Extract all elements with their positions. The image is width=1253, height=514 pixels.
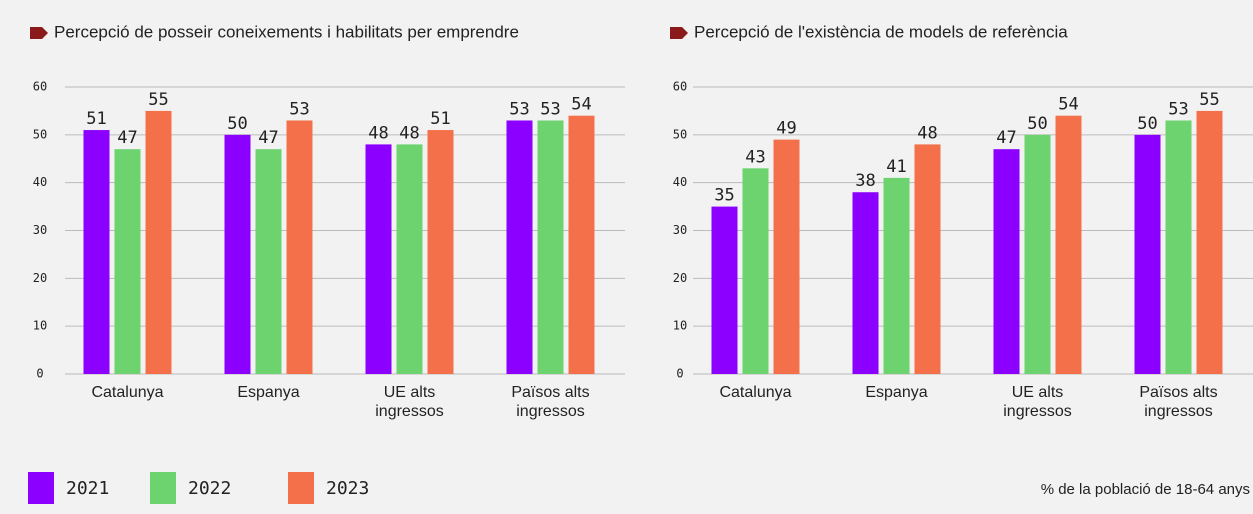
- chart-title: Percepció de l'existència de models de r…: [694, 22, 1068, 41]
- value-label: 54: [571, 95, 591, 115]
- y-tick-label: 10: [673, 319, 687, 333]
- value-label: 55: [148, 90, 168, 110]
- value-label: 51: [430, 109, 450, 129]
- value-label: 47: [117, 128, 137, 148]
- bar: [396, 144, 423, 374]
- legend-label: 2023: [326, 478, 369, 499]
- value-label: 38: [855, 171, 875, 191]
- y-tick-label: 60: [673, 80, 687, 94]
- x-tick-label: Països alts ingressos: [1139, 384, 1218, 420]
- legend-label: 2022: [188, 478, 231, 499]
- bar: [145, 110, 172, 375]
- bar: [1165, 120, 1192, 374]
- legend-swatch: [288, 472, 314, 504]
- legend-swatch: [150, 472, 176, 504]
- bar: [427, 130, 454, 374]
- value-label: 53: [509, 99, 529, 119]
- value-label: 48: [368, 123, 388, 143]
- value-label: 49: [776, 119, 796, 139]
- y-tick-label: 10: [33, 319, 47, 333]
- x-tick-label: UE alts ingressos: [1003, 384, 1072, 420]
- y-tick-label: 30: [33, 223, 47, 237]
- value-label: 54: [1058, 95, 1078, 115]
- legend-label: 2021: [66, 478, 109, 499]
- bar: [114, 149, 141, 374]
- bar: [742, 168, 769, 374]
- y-tick-label: 50: [673, 127, 687, 141]
- value-label: 50: [1137, 114, 1157, 134]
- value-label: 53: [1168, 99, 1188, 119]
- value-label: 47: [996, 128, 1016, 148]
- y-tick-label: 40: [673, 175, 687, 189]
- footnote: % de la població de 18-64 anys: [1041, 481, 1250, 498]
- bar: [83, 130, 110, 374]
- value-label: 50: [227, 114, 247, 134]
- y-tick-label: 40: [33, 175, 47, 189]
- value-label: 47: [258, 128, 278, 148]
- y-tick-label: 0: [676, 367, 683, 381]
- bar: [224, 134, 251, 374]
- bar: [365, 144, 392, 374]
- x-tick-label: Catalunya: [719, 384, 792, 401]
- bar: [852, 192, 879, 374]
- y-tick-label: 50: [33, 127, 47, 141]
- bar: [1134, 134, 1161, 374]
- bar: [883, 177, 910, 374]
- bar: [914, 144, 941, 374]
- value-label: 35: [714, 186, 734, 206]
- value-label: 41: [886, 157, 906, 177]
- bar: [1196, 110, 1223, 375]
- bar: [537, 120, 564, 374]
- value-label: 50: [1027, 114, 1047, 134]
- value-label: 43: [745, 147, 765, 167]
- bar: [1024, 134, 1051, 374]
- value-label: 48: [399, 123, 419, 143]
- y-tick-label: 60: [33, 80, 47, 94]
- x-tick-label: UE alts ingressos: [375, 384, 444, 420]
- bar: [568, 115, 595, 374]
- value-label: 55: [1199, 90, 1219, 110]
- x-tick-label: Espanya: [237, 384, 300, 401]
- value-label: 53: [540, 99, 560, 119]
- x-tick-label: Països alts ingressos: [511, 384, 590, 420]
- value-label: 48: [917, 123, 937, 143]
- bar: [506, 120, 533, 374]
- y-tick-label: 0: [36, 367, 43, 381]
- value-label: 53: [289, 99, 309, 119]
- bar: [255, 149, 282, 374]
- y-tick-label: 30: [673, 223, 687, 237]
- chart-title: Percepció de posseir coneixements i habi…: [54, 22, 519, 41]
- title-marker: [670, 27, 688, 39]
- bar: [773, 139, 800, 374]
- x-tick-label: Catalunya: [91, 384, 164, 401]
- x-tick-label: Espanya: [865, 384, 928, 401]
- bar: [1055, 115, 1082, 374]
- bar: [286, 120, 313, 374]
- y-tick-label: 20: [33, 271, 47, 285]
- legend-swatch: [28, 472, 54, 504]
- title-marker: [30, 27, 48, 39]
- bar: [993, 149, 1020, 374]
- bar: [711, 206, 738, 374]
- y-tick-label: 20: [673, 271, 687, 285]
- value-label: 51: [86, 109, 106, 129]
